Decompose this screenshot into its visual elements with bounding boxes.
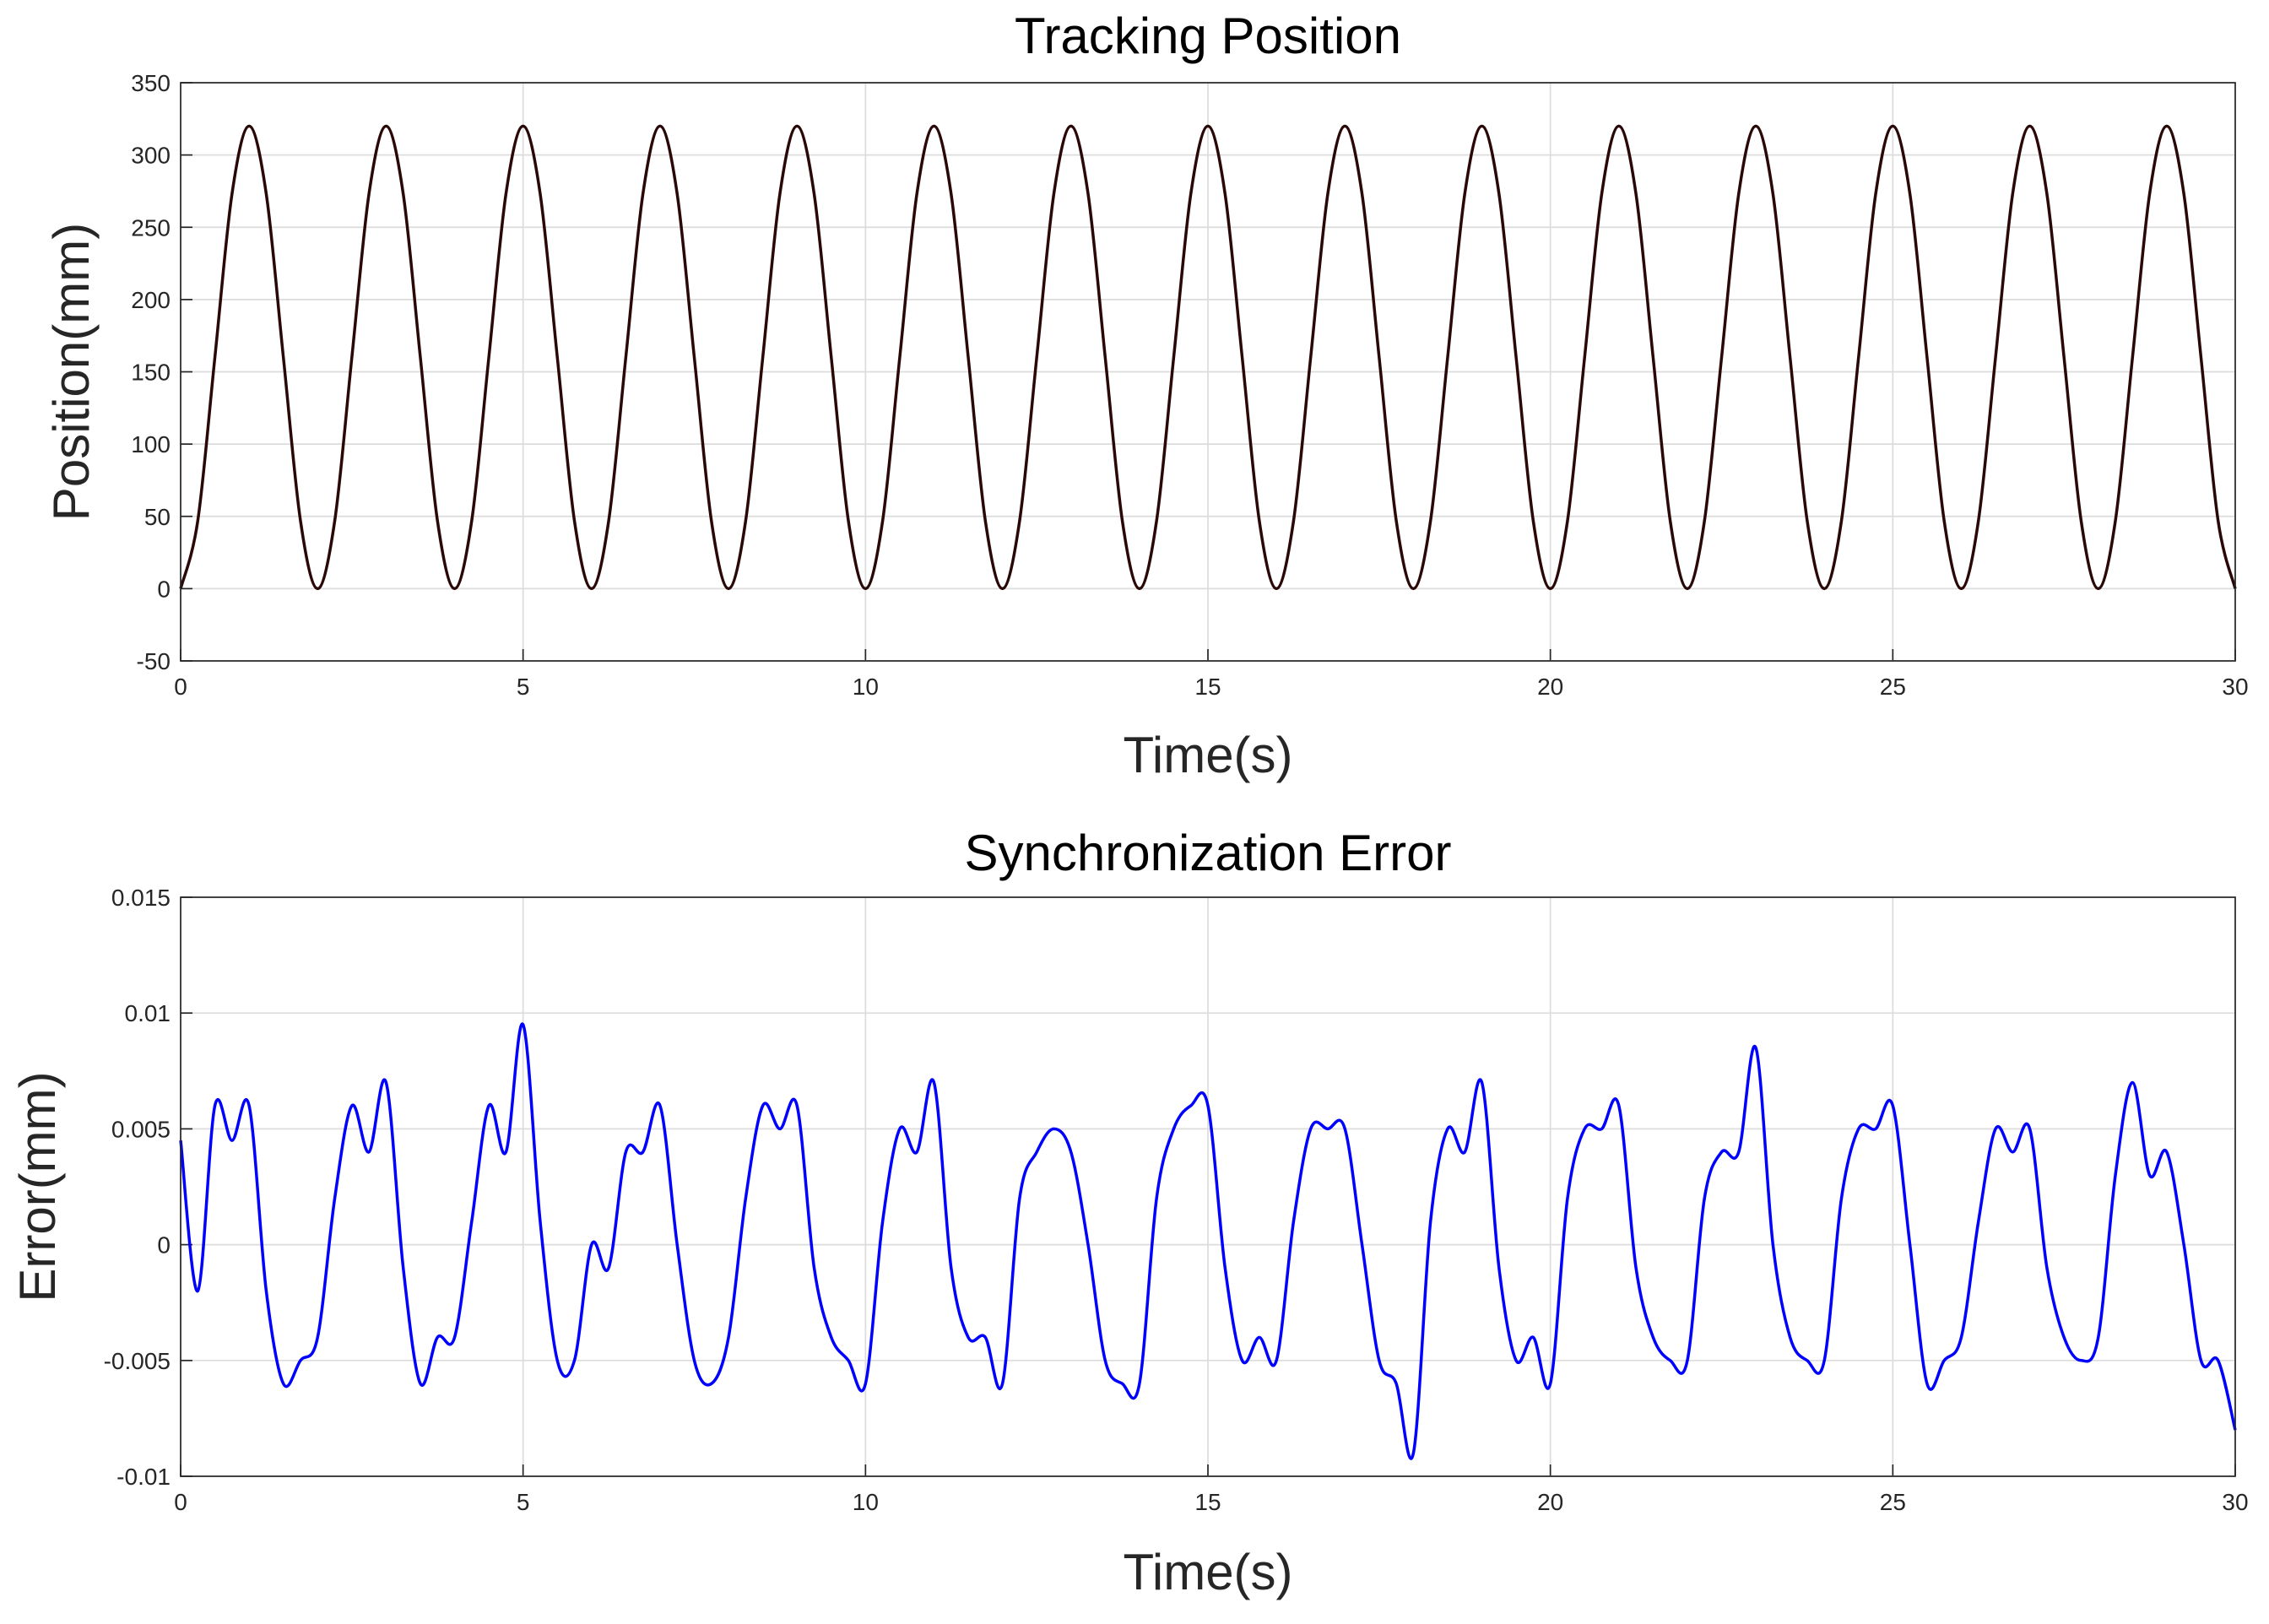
y-tick-label: 150	[131, 360, 171, 386]
x-tick-label: 20	[1537, 674, 1563, 700]
y-tick-label: 350	[131, 70, 171, 96]
y-axis-label: Error(mm)	[9, 1071, 66, 1302]
x-tick-label: 20	[1537, 1489, 1563, 1515]
y-tick-label: 0	[157, 1232, 171, 1259]
data-line	[179, 1022, 2237, 1460]
x-tick-label: 5	[517, 674, 530, 700]
x-tick-label: 10	[853, 674, 879, 700]
y-tick-label: 200	[131, 287, 171, 313]
y-tick-label: 250	[131, 214, 171, 241]
y-tick-label: -0.005	[104, 1348, 171, 1374]
x-tick-label: 0	[174, 674, 187, 700]
y-tick-label: 0.005	[111, 1116, 171, 1142]
x-tick-label: 5	[517, 1489, 530, 1515]
axes-frame	[180, 82, 2236, 662]
y-tick-label: 300	[131, 143, 171, 169]
x-tick-label: 30	[2222, 1489, 2248, 1515]
x-axis-label: Time(s)	[1123, 727, 1292, 783]
y-tick-label: 100	[131, 431, 171, 457]
x-tick-label: 10	[853, 1489, 879, 1515]
chart-title: Synchronization Error	[965, 825, 1452, 881]
x-tick-label: 25	[1880, 1489, 1906, 1515]
x-tick-label: 0	[174, 1489, 187, 1515]
axes-frame	[180, 896, 2236, 1477]
y-tick-label: -0.01	[116, 1464, 171, 1490]
x-tick-label: 15	[1194, 674, 1221, 700]
y-tick-label: -50	[137, 648, 171, 674]
x-tick-label: 25	[1880, 674, 1906, 700]
y-tick-label: 50	[144, 504, 171, 530]
x-tick-label: 30	[2222, 674, 2248, 700]
y-tick-label: 0	[157, 576, 171, 602]
chart-title: Tracking Position	[1015, 8, 1401, 64]
data-line	[179, 124, 2237, 591]
y-tick-label: 0.01	[125, 1000, 171, 1026]
x-tick-label: 15	[1194, 1489, 1221, 1515]
y-axis-label: Position(mm)	[43, 223, 100, 521]
x-axis-label: Time(s)	[1123, 1544, 1292, 1600]
y-tick-label: 0.015	[111, 885, 171, 911]
